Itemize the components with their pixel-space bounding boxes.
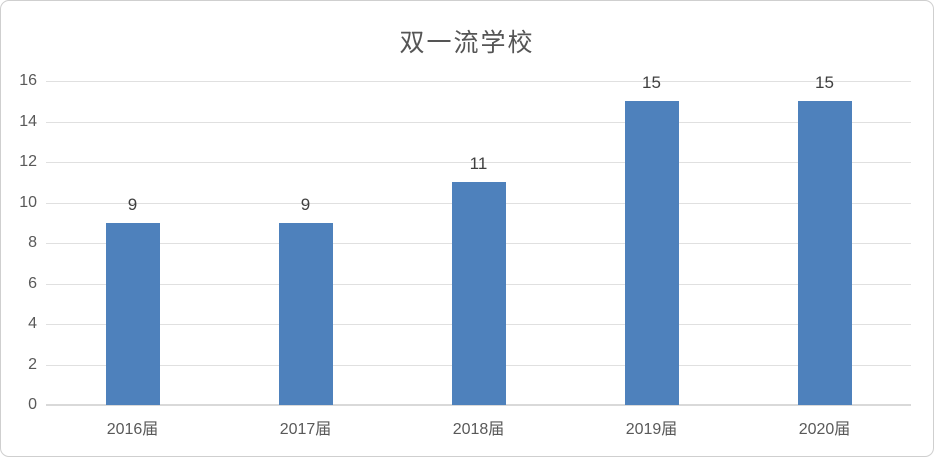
x-tick-label-2019届: 2019届 xyxy=(625,421,678,438)
y-tick-label-6: 6 xyxy=(28,274,37,292)
bar-2020届 xyxy=(797,101,852,405)
chart-title: 双一流学校 xyxy=(399,28,535,57)
x-tick-label-2018届: 2018届 xyxy=(452,421,505,438)
x-axis-line xyxy=(46,404,911,406)
y-tick-label-2: 2 xyxy=(28,355,37,373)
bar-value-label-2016届: 9 xyxy=(127,194,138,214)
y-tick-label-8: 8 xyxy=(28,234,37,251)
gridline-y-16 xyxy=(46,81,911,82)
bar-2018届 xyxy=(451,182,506,405)
gridline-y-12 xyxy=(46,162,911,163)
bar-value-label-2019届: 15 xyxy=(642,73,661,93)
bar-2016届 xyxy=(105,222,160,405)
x-tick-label-2017届: 2017届 xyxy=(279,421,332,438)
y-tick-label-12: 12 xyxy=(19,153,37,170)
y-tick-label-14: 14 xyxy=(19,112,37,130)
x-tick-label-2020届: 2020届 xyxy=(798,421,851,438)
bar-2017届 xyxy=(278,222,333,405)
x-tick-label-2016届: 2016届 xyxy=(106,421,159,438)
bar-value-label-2018届: 11 xyxy=(469,154,488,174)
y-tick-label-16: 16 xyxy=(19,72,37,89)
plot-area: 9 9 11 15 15 xyxy=(46,73,911,406)
y-tick-label-4: 4 xyxy=(28,315,37,332)
bar-2019届 xyxy=(624,101,679,405)
gridline-y-14 xyxy=(46,121,911,123)
y-tick-label-0: 0 xyxy=(28,396,37,413)
bar-value-label-2020届: 15 xyxy=(815,73,834,93)
bar-value-label-2017届: 9 xyxy=(300,194,311,214)
y-tick-label-10: 10 xyxy=(19,193,37,211)
